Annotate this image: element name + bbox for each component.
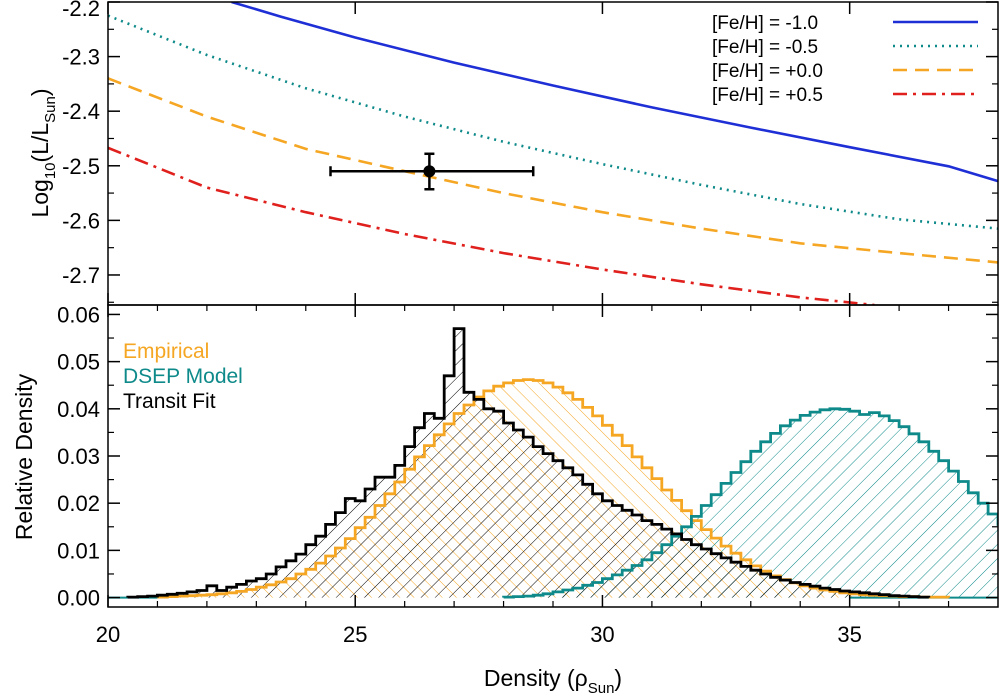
y-tick-label: -2.3 bbox=[62, 45, 100, 70]
y-tick-label: 0.03 bbox=[57, 444, 100, 469]
y-tick-label: 0.04 bbox=[57, 397, 100, 422]
legend-label-fe-h-0-5: [Fe/H] = +0.5 bbox=[712, 85, 823, 106]
top-panel-frame bbox=[107, 1, 999, 306]
metallicity-legend: [Fe/H] = -1.0 [Fe/H] = -0.5 [Fe/H] = +0.0 [… bbox=[712, 13, 978, 106]
x-tick-label: 25 bbox=[343, 622, 367, 647]
y-tick-label: 0.05 bbox=[57, 350, 100, 375]
curve-fe-h-1-0 bbox=[231, 2, 998, 183]
histogram-transit-fit bbox=[126, 327, 931, 599]
legend-empirical: Empirical bbox=[123, 340, 209, 363]
y-tick-label: -2.4 bbox=[62, 99, 100, 124]
density-histogram-panel: 0.00 0.01 0.02 0.03 0.04 0.05 0.06 20 25 30 35 Emp… bbox=[11, 302, 999, 695]
y-tick-label: -2.6 bbox=[62, 208, 100, 233]
legend-transit-fit: Transit Fit bbox=[123, 390, 216, 413]
legend-label-fe-h-1-0: [Fe/H] = -1.0 bbox=[712, 13, 818, 34]
y-tick-label: 0.02 bbox=[57, 491, 100, 516]
bottom-y-axis-label: Relative Density bbox=[11, 373, 37, 540]
top-y-ticks: -2.2 -2.3 -2.4 -2.5 -2.6 -2.7 bbox=[62, 0, 998, 305]
hatch-fill-dsep-model bbox=[503, 408, 998, 598]
data-point-marker bbox=[423, 165, 436, 178]
isochrone-curves bbox=[108, 2, 998, 305]
y-tick-label: -2.7 bbox=[62, 263, 100, 288]
y-tick-label: -2.2 bbox=[62, 0, 100, 21]
legend-label-fe-h-0-0: [Fe/H] = +0.0 bbox=[712, 61, 823, 82]
histogram-dsep-model bbox=[502, 407, 998, 599]
x-tick-label: 35 bbox=[837, 622, 861, 647]
curve-fe-h-0-5 bbox=[108, 146, 875, 305]
bottom-panel-frame bbox=[107, 304, 999, 608]
hatch-fill-transit-fit bbox=[127, 328, 929, 598]
histograms bbox=[108, 327, 998, 599]
y-tick-label: 0.06 bbox=[57, 302, 100, 327]
x-tick-label: 30 bbox=[590, 622, 614, 647]
top-y-axis-label: Log10(L/LSun) bbox=[27, 88, 59, 217]
measured-point bbox=[329, 152, 535, 191]
y-tick-label: 0.00 bbox=[57, 586, 100, 611]
legend-label-fe-h-0-5: [Fe/H] = -0.5 bbox=[712, 37, 818, 58]
curve-fe-h-0-0 bbox=[108, 77, 998, 264]
legend-dsep-model: DSEP Model bbox=[123, 365, 243, 388]
x-axis-label: Density (ρSun) bbox=[484, 665, 622, 695]
bottom-axis-ticks: 0.00 0.01 0.02 0.03 0.04 0.05 0.06 20 25 30 35 bbox=[57, 302, 998, 647]
y-tick-label: 0.01 bbox=[57, 538, 100, 563]
y-tick-label: -2.5 bbox=[62, 154, 100, 179]
luminosity-panel: -2.2-2.3-2.4-2.5-2.6-2.7 [Fe/H] = -1.0[F… bbox=[27, 0, 999, 306]
x-tick-label: 20 bbox=[96, 622, 120, 647]
curve-fe-h-0-5 bbox=[108, 14, 998, 230]
